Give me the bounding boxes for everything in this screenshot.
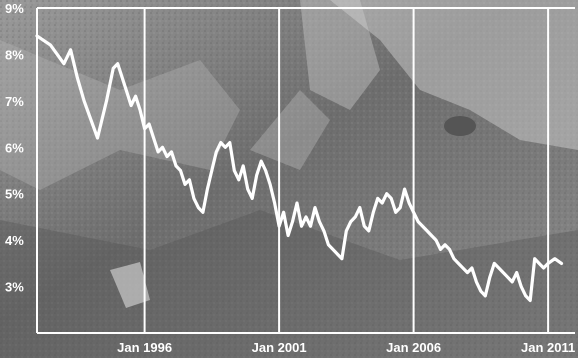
x-tick-label: Jan 2001	[252, 340, 307, 355]
y-tick-label: 9%	[5, 1, 24, 16]
y-tick-label: 8%	[5, 47, 24, 62]
x-axis-ticks: Jan 1996 Jan 2001 Jan 2006 Jan 2011	[117, 340, 575, 355]
x-tick-label: Jan 2006	[386, 340, 441, 355]
y-tick-label: 7%	[5, 94, 24, 109]
y-axis-ticks: 3% 4% 5% 6% 7% 8% 9%	[5, 1, 24, 295]
x-tick-label: Jan 1996	[117, 340, 172, 355]
x-tick-label: Jan 2011	[521, 340, 575, 355]
y-tick-label: 4%	[5, 233, 24, 248]
plot-frame	[36, 7, 575, 334]
gridlines	[143, 8, 550, 333]
series-group	[35, 34, 564, 303]
y-tick-label: 5%	[5, 187, 24, 202]
y-tick-label: 3%	[5, 280, 24, 295]
y-tick-label: 6%	[5, 140, 24, 155]
series-line	[35, 34, 564, 303]
